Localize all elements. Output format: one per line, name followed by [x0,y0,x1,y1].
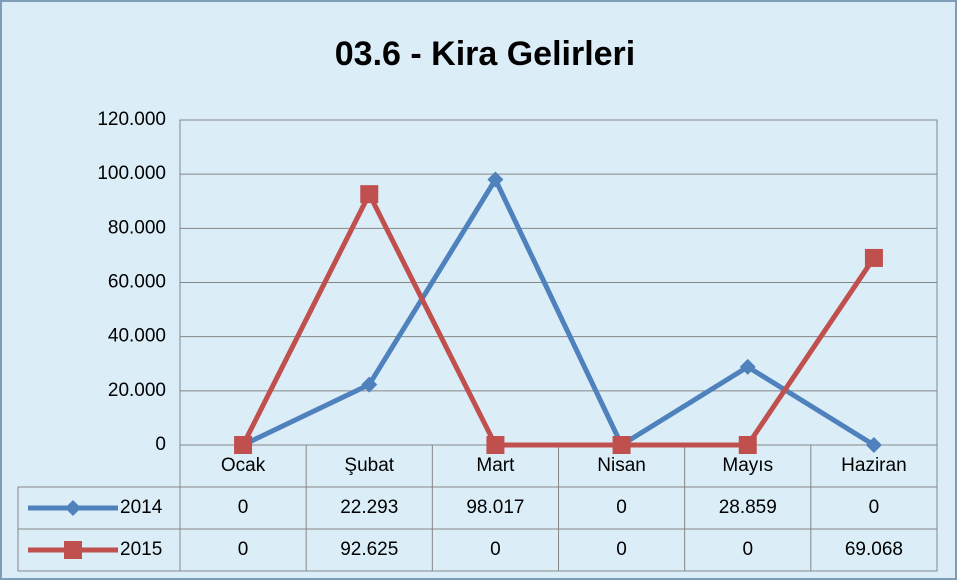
table-value: 69.068 [845,539,903,560]
y-tick-label: 0 [155,434,166,455]
y-tick-label: 40.000 [108,326,166,347]
table-value: 0 [490,539,501,560]
table-value: 0 [238,539,249,560]
marker [65,500,81,516]
marker [234,436,253,454]
marker [739,358,756,375]
x-tick-label: Mart [476,455,515,476]
y-tick-label: 80.000 [108,217,166,238]
marker [864,248,883,267]
legend-label: 2015 [120,539,162,560]
table-value: 0 [616,497,627,518]
x-tick-label: Ocak [221,455,266,476]
table-value: 92.625 [340,539,398,560]
y-tick-label: 120.000 [97,109,166,130]
table-value: 0 [742,539,753,560]
y-tick-label: 100.000 [97,163,166,184]
series-line [240,191,876,448]
table-value: 22.293 [340,497,398,518]
table-value: 0 [616,539,627,560]
legend-label: 2014 [120,497,163,518]
series-line [242,177,876,448]
table-value: 98.017 [466,497,524,518]
marker [612,436,631,454]
y-tick-label: 20.000 [108,380,166,401]
x-tick-label: Haziran [841,455,906,476]
chart-title: 03.6 - Kira Gelirleri [335,35,636,73]
marker [486,436,505,454]
table-value: 0 [869,497,880,518]
table-value: 0 [238,497,249,518]
table-value: 28.859 [719,497,777,518]
x-tick-label: Mayıs [722,455,773,476]
marker [360,185,379,204]
marker [738,436,757,454]
x-tick-label: Nisan [597,455,646,476]
x-tick-label: Şubat [344,455,394,476]
marker [64,541,82,559]
marker [487,171,504,188]
y-tick-label: 60.000 [108,272,166,293]
marker [865,437,882,453]
marker [361,376,378,393]
